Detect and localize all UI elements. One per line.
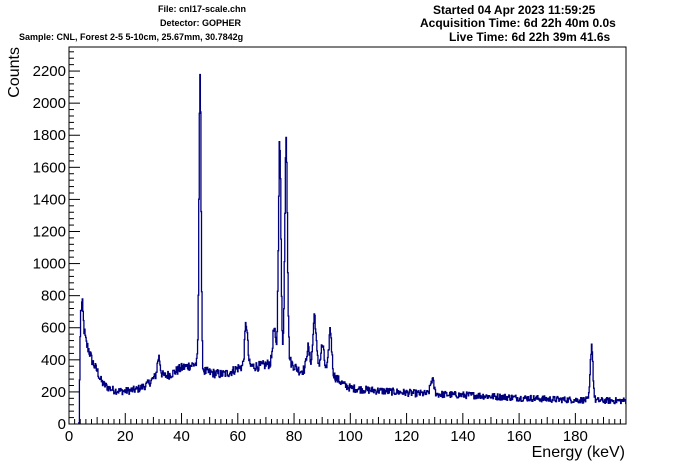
x-tick-label: 180 <box>563 428 588 445</box>
x-tick-label: 0 <box>65 428 73 445</box>
x-tick-label: 100 <box>338 428 363 445</box>
x-axis-title: Energy (keV) <box>532 444 625 461</box>
acquisition-time-label: Acquisition Time: 6d 22h 40m 0.0s <box>420 16 616 30</box>
axis-ticks <box>68 51 627 425</box>
plot-frame <box>68 46 627 425</box>
y-tick-label: 1600 <box>33 159 66 176</box>
y-tick-label: 1000 <box>33 256 66 273</box>
x-tick-label: 60 <box>229 428 246 445</box>
live-time-label: Live Time: 6d 22h 39m 41.6s <box>449 30 611 44</box>
y-tick-label: 1400 <box>33 191 66 208</box>
sample-label: Sample: CNL, Forest 2-5 5-10cm, 25.67mm,… <box>19 32 244 42</box>
x-tick-label: 140 <box>450 428 475 445</box>
file-label: File: cnl17-scale.chn <box>158 4 247 14</box>
y-tick-label: 800 <box>41 288 66 305</box>
detector-label: Detector: GOPHER <box>160 18 242 28</box>
x-tick-label: 20 <box>117 428 134 445</box>
y-tick-label: 200 <box>41 384 66 401</box>
y-tick-label: 1200 <box>33 223 66 240</box>
y-tick-label: 400 <box>41 352 66 369</box>
x-tick-label: 160 <box>507 428 532 445</box>
x-tick-labels: 0 20 40 60 80 100 120 140 160 180 <box>65 428 588 445</box>
y-axis-title: Counts <box>6 47 23 98</box>
spectrum-series-line <box>78 73 627 424</box>
y-tick-label: 2200 <box>33 63 66 80</box>
y-tick-label: 600 <box>41 320 66 337</box>
y-tick-label: 1800 <box>33 127 66 144</box>
y-tick-label: 0 <box>58 416 66 433</box>
x-tick-label: 40 <box>173 428 190 445</box>
y-tick-label: 2000 <box>33 95 66 112</box>
started-label: Started 04 Apr 2023 11:59:25 <box>433 3 596 17</box>
x-tick-label: 80 <box>286 428 303 445</box>
x-tick-label: 120 <box>394 428 419 445</box>
y-tick-labels: 0 200 400 600 800 1000 1200 1400 1600 1800 2000 220… <box>33 63 66 433</box>
